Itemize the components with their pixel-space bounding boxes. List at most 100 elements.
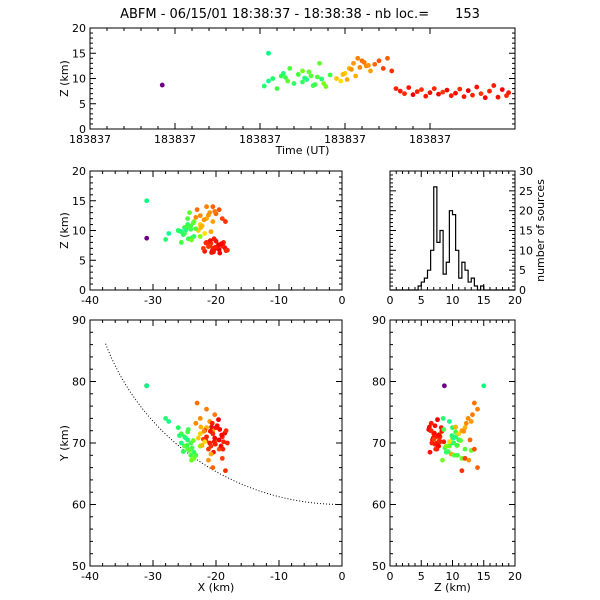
height_histogram-frame: [389, 170, 516, 291]
time-height-point: [285, 78, 291, 84]
z-y-point: [431, 436, 437, 442]
x-z-point: [210, 219, 216, 224]
z_y-xtick-label: 15: [477, 570, 491, 583]
z_y-xlabel: Z (km): [434, 581, 471, 594]
x_z-ytick-label: 0: [79, 284, 86, 297]
plan-view-panel: -40 -30 -20 -10 0 50 60 70 80 90 X (km) Y (km): [58, 314, 346, 594]
x-z-point: [203, 240, 209, 246]
plan-view-point: [187, 447, 192, 453]
time-height-point: [457, 86, 463, 92]
x-z-point: [219, 241, 225, 246]
plan-view-point: [207, 428, 213, 434]
source-count: 153: [455, 7, 480, 22]
time-height-point: [270, 76, 276, 81]
plan_view-xtick-label: -40: [81, 570, 99, 583]
x-z-point: [219, 216, 225, 222]
x-z-point: [212, 209, 218, 214]
x-z-point: [217, 250, 223, 256]
plan_view-ylabel: Y (km): [58, 425, 71, 462]
z-y-point: [465, 416, 471, 421]
z_y-xtick-label: 5: [418, 570, 425, 583]
plan-view-point: [180, 449, 186, 455]
time_height-xtick-label: 183837: [239, 133, 281, 146]
z-y-point: [462, 455, 468, 461]
z-y-point: [440, 457, 445, 463]
time_height-ytick-label: 5: [79, 98, 86, 111]
height_histogram-xtick-label: 15: [477, 294, 491, 307]
time-height-point: [372, 61, 378, 67]
z-y-point: [441, 427, 447, 432]
height_histogram-ytick-label: 30: [519, 165, 533, 178]
z-y-point: [446, 419, 452, 424]
plan-view-point: [163, 416, 169, 421]
plan-view-point: [198, 424, 204, 430]
x-z-panel: -40 -30 -20 -10 0 0 5 10 15 20 Z (km): [58, 165, 346, 307]
z-y-point: [456, 431, 462, 437]
time_height-xtick-label: 183837: [69, 133, 111, 146]
z-y-point: [440, 416, 446, 421]
z-y-point: [446, 439, 452, 445]
z-y-point: [436, 432, 442, 438]
x-z-point: [206, 212, 211, 218]
time_height-xtick-label: 183837: [409, 133, 451, 146]
plan-view-point: [223, 468, 228, 474]
x_z-ytick-label: 20: [72, 165, 86, 178]
time-height-point: [431, 86, 437, 91]
plan-view-point: [219, 432, 225, 438]
time-height-point: [368, 68, 373, 74]
time-height-point: [506, 90, 512, 96]
time-height-point: [474, 84, 480, 90]
x-z-point: [197, 234, 203, 239]
plan-view-point: [224, 440, 230, 446]
height_histogram-ytick-label: 10: [519, 244, 533, 257]
time-height-point: [376, 58, 382, 64]
x-z-point: [166, 231, 172, 236]
x-z-point: [187, 210, 192, 216]
time-height-point: [470, 92, 475, 98]
z-y-point: [432, 423, 438, 429]
plan-view-point: [206, 446, 211, 452]
x-z-point: [193, 215, 199, 220]
time-height-point: [291, 81, 297, 86]
plan-view-point: [193, 420, 199, 426]
z-y-point: [463, 420, 469, 426]
plan-view-point: [216, 417, 221, 423]
time-height-point: [385, 55, 390, 61]
x_z-xtick-label: -20: [207, 294, 225, 307]
time_height-xtick-label: 183837: [324, 133, 366, 146]
x-z-point: [194, 207, 200, 213]
time-height-point: [365, 62, 371, 68]
time-height-point: [380, 66, 386, 71]
x-z-point: [190, 220, 196, 226]
plan-view-point: [201, 428, 207, 434]
z-y-point: [468, 419, 474, 424]
x_z-xtick-label: -10: [270, 294, 288, 307]
z-y-point: [449, 433, 455, 439]
time-height-point: [436, 91, 441, 97]
x-z-point: [201, 245, 206, 251]
time-height-point: [453, 90, 458, 96]
time-height-point: [159, 82, 165, 88]
x-z-point: [180, 232, 186, 238]
plan-view-point: [195, 435, 201, 441]
plan-view-point: [223, 428, 229, 434]
time-height-point: [499, 87, 505, 93]
time_height-xtick-label: 183837: [154, 133, 196, 146]
z_y-ytick-label: 60: [372, 499, 386, 512]
time-height-point: [300, 79, 305, 85]
plan_view-ytick-label: 90: [72, 314, 86, 327]
x_z-frame: [89, 170, 343, 291]
plan_view-ytick-label: 80: [72, 376, 86, 389]
time-height-point: [308, 73, 314, 79]
z-y-point: [467, 437, 473, 443]
plan_view-xtick-label: -10: [270, 570, 288, 583]
height_histogram-ytick-label: 15: [519, 225, 533, 238]
x_z-ytick-label: 10: [72, 225, 86, 238]
z-y-point: [443, 443, 449, 449]
z-y-point: [462, 425, 468, 431]
x-z-point: [208, 229, 214, 235]
plan-view-point: [206, 457, 211, 463]
z-y-point: [441, 383, 447, 389]
plan-view-point: [210, 465, 216, 470]
